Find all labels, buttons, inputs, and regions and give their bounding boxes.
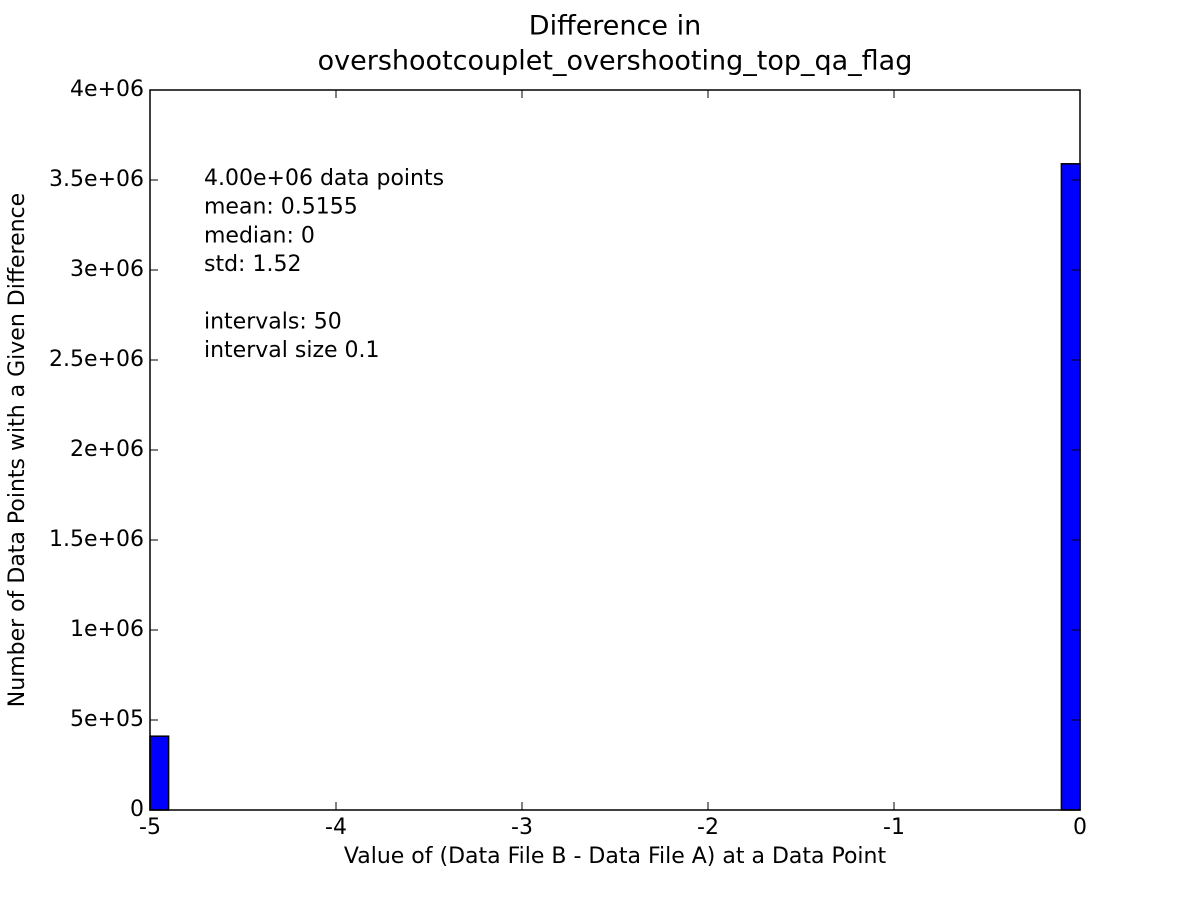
x-tick-label: -5 xyxy=(139,815,161,840)
y-tick-label: 1e+06 xyxy=(70,617,144,642)
y-tick-label: 1.5e+06 xyxy=(49,527,144,552)
y-tick-label: 2e+06 xyxy=(70,437,144,462)
x-tick-label: -4 xyxy=(325,815,347,840)
chart-title: overshootcouplet_overshooting_top_qa_fla… xyxy=(318,46,913,77)
y-tick-label: 3e+06 xyxy=(70,257,144,282)
y-tick-label: 3.5e+06 xyxy=(49,167,144,192)
x-tick-label: -2 xyxy=(697,815,719,840)
bar xyxy=(1060,163,1081,811)
x-tick-label: 0 xyxy=(1073,815,1087,840)
bar xyxy=(149,735,170,811)
annotation: 4.00e+06 data points xyxy=(204,166,444,191)
annotation: mean: 0.5155 xyxy=(204,195,358,220)
chart-title: Difference in xyxy=(529,11,701,42)
y-tick-label: 4e+06 xyxy=(70,77,144,102)
x-axis-label: Value of (Data File B - Data File A) at … xyxy=(344,844,887,869)
annotation: median: 0 xyxy=(204,223,315,248)
annotation: intervals: 50 xyxy=(204,310,342,335)
y-tick-label: 5e+05 xyxy=(70,707,144,732)
y-tick-label: 2.5e+06 xyxy=(49,347,144,372)
x-tick-label: -1 xyxy=(883,815,905,840)
annotation: interval size 0.1 xyxy=(204,338,380,363)
x-tick-label: -3 xyxy=(511,815,533,840)
y-tick-label: 0 xyxy=(130,797,144,822)
annotation: std: 1.52 xyxy=(204,252,301,277)
y-axis-label: Number of Data Points with a Given Diffe… xyxy=(5,193,30,707)
